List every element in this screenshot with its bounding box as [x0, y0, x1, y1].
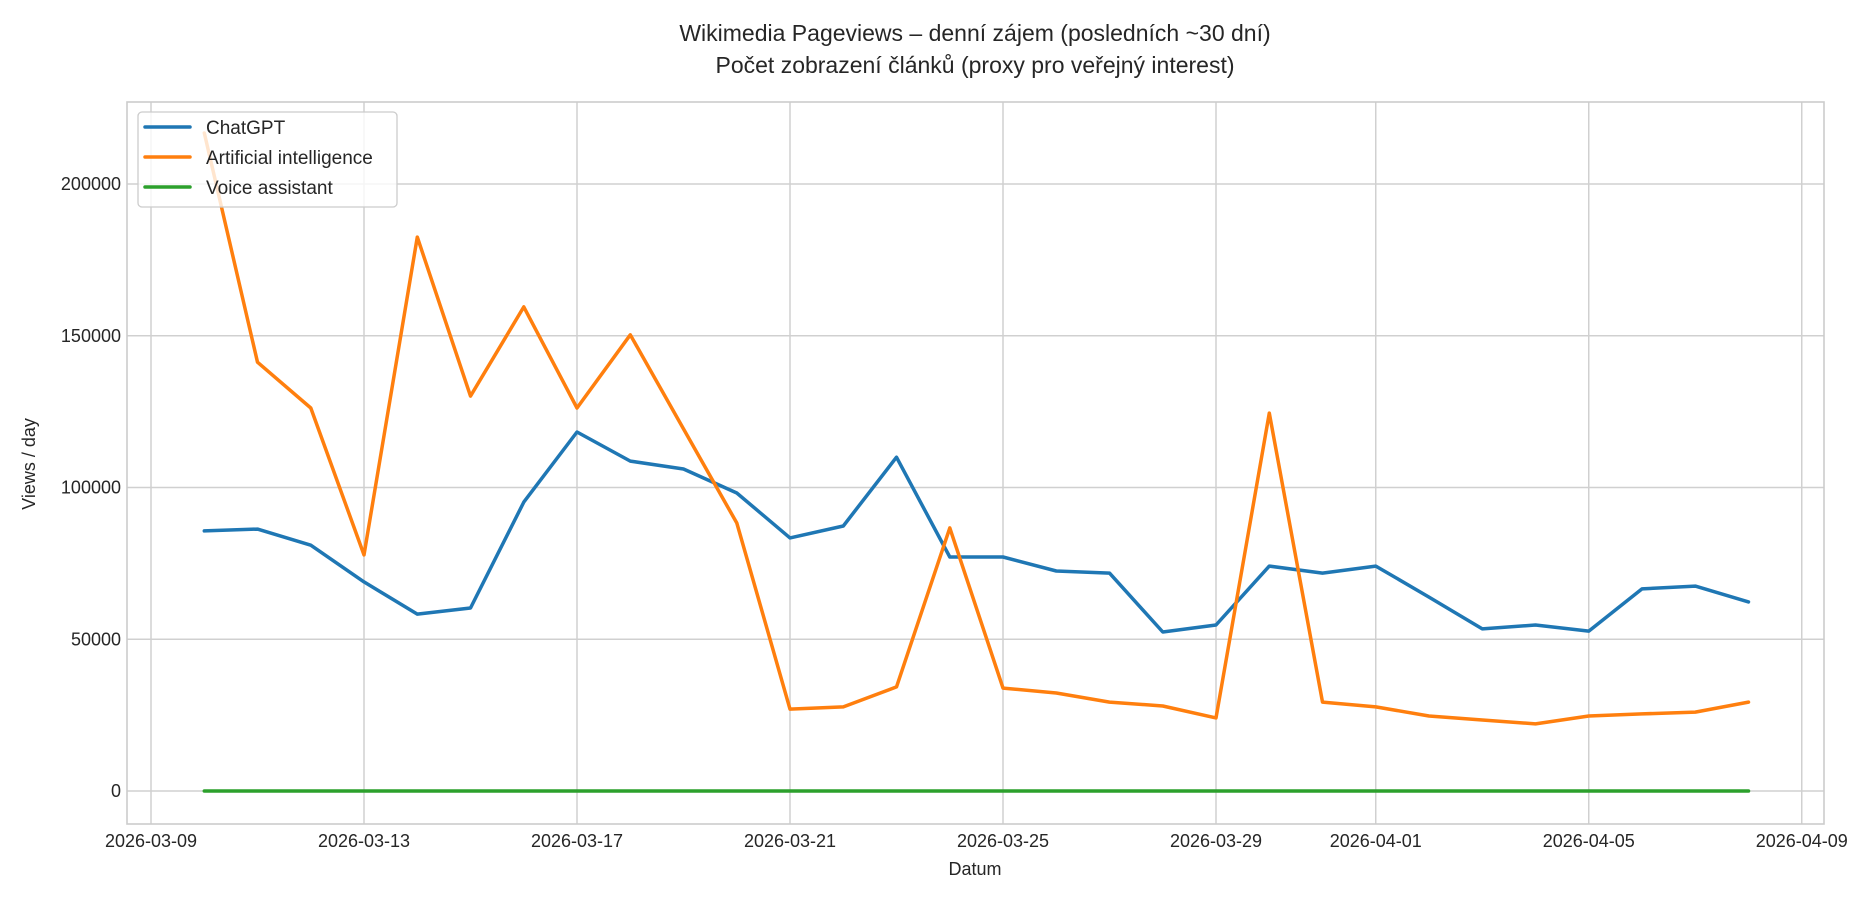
y-axis-label: Views / day [19, 418, 39, 510]
chart-subtitle: Počet zobrazení článků (proxy pro veřejn… [715, 52, 1234, 78]
legend-label-artificial-intelligence: Artificial intelligence [206, 148, 373, 169]
plot-area-frame [126, 101, 1825, 825]
legend-box [137, 111, 398, 208]
x-tick-label: 2026-04-09 [1756, 831, 1848, 851]
chart-title: Wikimedia Pageviews – denní zájem (posle… [679, 20, 1270, 46]
series-line-chatgpt [202, 430, 1751, 634]
legend-label-voice-assistant: Voice assistant [206, 178, 333, 199]
y-tick-label: 50000 [71, 629, 121, 649]
x-tick-label: 2026-04-05 [1543, 831, 1635, 851]
series-lines [202, 131, 1751, 793]
y-tick-label: 100000 [61, 478, 121, 498]
series-line-artificial-intelligence [202, 131, 1751, 726]
gridlines [127, 102, 1824, 824]
x-axis-ticks: 2026-03-09 2026-03-13 2026-03-17 2026-03-21… [105, 831, 1848, 851]
x-tick-label: 2026-04-01 [1330, 831, 1422, 851]
y-tick-label: 150000 [61, 326, 121, 346]
x-tick-label: 2026-03-21 [744, 831, 836, 851]
legend: ChatGPT Artificial intelligence Voice as… [137, 111, 398, 208]
x-tick-label: 2026-03-13 [318, 831, 410, 851]
x-tick-label: 2026-03-09 [105, 831, 197, 851]
x-axis-label: Datum [948, 859, 1001, 879]
x-tick-label: 2026-03-25 [957, 831, 1049, 851]
y-tick-label: 200000 [61, 174, 121, 194]
y-axis-ticks: 0 50000 100000 150000 200000 [61, 174, 121, 801]
legend-label-chatgpt: ChatGPT [206, 118, 286, 139]
y-tick-label: 0 [111, 781, 121, 801]
x-tick-label: 2026-03-17 [531, 831, 623, 851]
x-tick-label: 2026-03-29 [1170, 831, 1262, 851]
